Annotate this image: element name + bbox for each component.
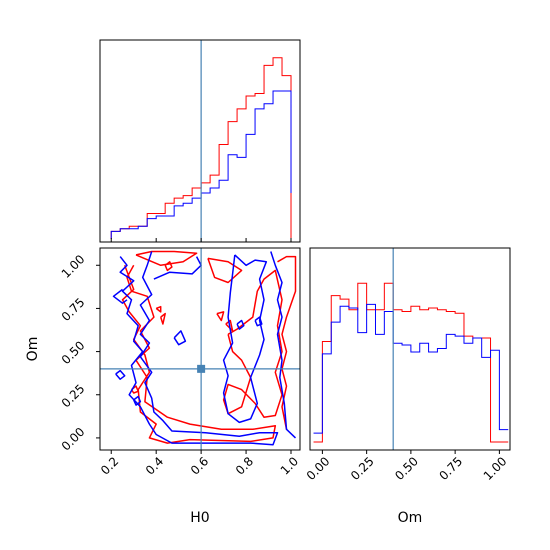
om-axis-label: Om [398,510,423,526]
h0-histogram-panel [99,39,301,243]
contour-red-line [216,311,225,322]
contour-red-line [130,385,139,394]
contour-blue-line [236,319,245,330]
om-histogram-series-group [313,282,509,443]
contour-red-line [277,255,297,430]
contour-frame [99,247,301,451]
contour-blue-line [115,369,126,380]
contour-blue-line [254,316,263,327]
contour-red-line [222,269,283,418]
om-histogram-blue-series [313,303,509,434]
contour-red-line [207,257,243,284]
contour-blue-line [112,288,128,304]
contour-truth-lines [100,248,300,450]
h0-axis-label: H0 [190,510,209,526]
contour-red-line [155,305,162,313]
truth-marker [197,364,206,373]
contour-blue-line [270,251,297,439]
contour-red-line [164,261,173,272]
contour-blue-line [173,330,187,346]
h0-histogram-frame [99,39,301,243]
om-histogram-red-series [313,282,509,443]
contour-paths-group [112,250,297,446]
contour-blue-line [119,251,279,446]
contour-blue-line [133,395,142,406]
om-histogram-frame [309,247,511,451]
contour-blue-line [222,254,268,424]
contour-blue-line [153,256,202,280]
om-y-axis-label: Om [25,337,41,362]
h0-histogram-ticks [110,238,292,242]
contour-red-line [159,312,166,325]
